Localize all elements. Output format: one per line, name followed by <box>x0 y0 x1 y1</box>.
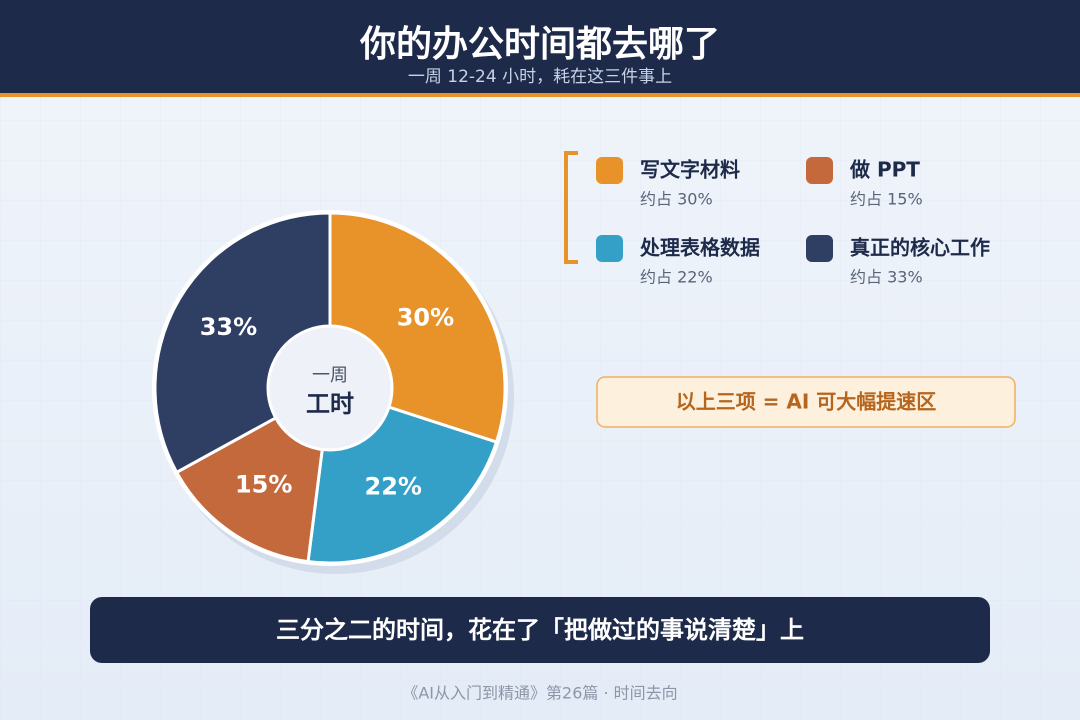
banner: 三分之二的时间，花在了「把做过的事说清楚」上 <box>276 616 804 644</box>
legend-swatch <box>596 157 623 184</box>
legend-label: 写文字材料 <box>640 158 740 182</box>
center-top: 一周 <box>312 365 348 386</box>
legend-label: 做 PPT <box>849 158 920 182</box>
footer: 《AI从入门到精通》第26篇 · 时间去向 <box>402 684 677 703</box>
callout-box <box>596 376 1016 428</box>
center-main: 工时 <box>306 390 354 418</box>
header-rule <box>0 93 1080 97</box>
legend-swatch <box>596 235 623 262</box>
subtitle: 一周 12-24 小时，耗在这三件事上 <box>408 67 672 87</box>
legend-note: 约占 30% <box>640 190 713 209</box>
legend-swatch <box>806 235 833 262</box>
legend-label: 处理表格数据 <box>639 236 760 260</box>
slice-label: 22% <box>365 473 422 501</box>
slice-label: 33% <box>200 313 257 341</box>
legend-note: 约占 33% <box>850 268 923 287</box>
legend-swatch <box>806 157 833 184</box>
legend-note: 约占 15% <box>850 190 923 209</box>
slice-label: 30% <box>397 304 454 332</box>
banner-box <box>90 597 990 663</box>
title: 你的办公时间都去哪了 <box>359 24 720 65</box>
callout: 以上三项 = AI 可大幅提速区 <box>676 390 937 414</box>
pie-hole <box>266 324 394 452</box>
slice-label: 15% <box>235 471 292 499</box>
legend-note: 约占 22% <box>640 268 713 287</box>
header <box>0 0 1080 93</box>
legend-label: 真正的核心工作 <box>850 236 990 260</box>
legend-bracket <box>564 151 578 264</box>
